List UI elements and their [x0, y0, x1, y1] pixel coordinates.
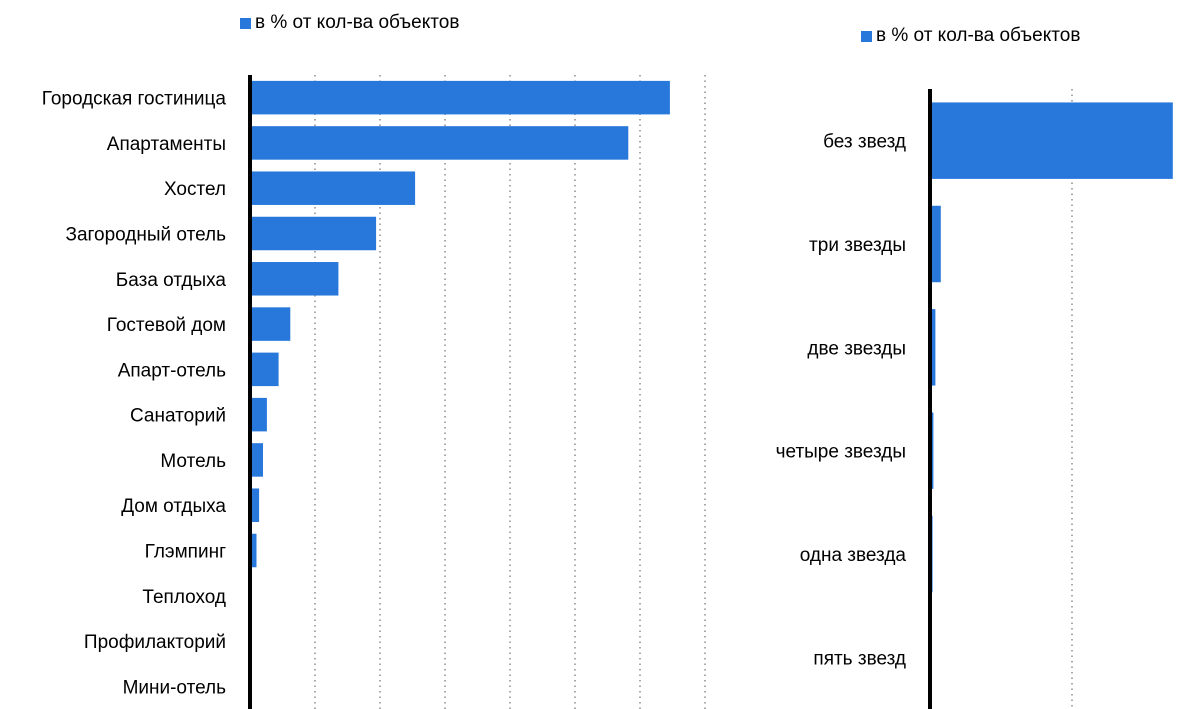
chart-object-types: в % от кол-ва объектов Городская гостини…	[42, 12, 706, 709]
bar	[930, 309, 936, 386]
category-label: Городская гостиница	[42, 89, 227, 110]
chart-plot-area: без звезд три звезды две звезды четыре звез…	[776, 89, 1173, 709]
category-label: Профилакторий	[84, 632, 226, 653]
bar	[250, 352, 279, 387]
legend-swatch	[861, 30, 872, 42]
category-label: одна звезда	[800, 545, 907, 566]
category-label: Хостел	[164, 179, 226, 200]
category-label: пять звезд	[813, 648, 906, 669]
bar	[250, 443, 263, 477]
bar	[930, 102, 1173, 179]
bar	[250, 216, 377, 251]
category-label: Теплоход	[142, 587, 226, 608]
bar	[250, 533, 257, 568]
legend-swatch	[240, 17, 251, 29]
legend: в % от кол-ва объектов	[861, 25, 1080, 47]
chart-star-ratings: в % от кол-ва объектов без звезд три звез…	[730, 0, 1196, 709]
category-label: две звезды	[807, 338, 906, 359]
category-label: Санаторий	[130, 406, 226, 427]
legend-label: в % от кол-ва объектов	[876, 25, 1081, 46]
category-label: три звезды	[809, 235, 906, 256]
category-label: Мини-отель	[123, 677, 227, 698]
bar	[250, 397, 267, 432]
category-label: База отдыха	[116, 270, 227, 291]
bar	[250, 262, 339, 296]
category-label: Апартаменты	[107, 134, 226, 155]
bar	[930, 205, 941, 283]
legend: в % от кол-ва объектов	[240, 12, 459, 34]
category-label: Загородный отель	[65, 225, 226, 246]
chart-plot-area: Городская гостиница Апартаменты Хостел Заго…	[42, 75, 706, 709]
bar	[250, 171, 416, 205]
bar	[250, 488, 260, 522]
category-label: Глэмпинг	[145, 542, 226, 563]
category-label: Дом отдыха	[121, 496, 226, 517]
legend-label: в % от кол-ва объектов	[255, 12, 460, 33]
category-label: Гостевой дом	[107, 315, 226, 336]
bar	[250, 307, 291, 341]
bar	[250, 80, 670, 115]
category-label: Апарт-отель	[118, 360, 226, 381]
category-label: без звезд	[823, 132, 906, 153]
category-label: четыре звезды	[776, 442, 906, 463]
category-label: Мотель	[160, 451, 226, 472]
bar	[250, 126, 629, 160]
